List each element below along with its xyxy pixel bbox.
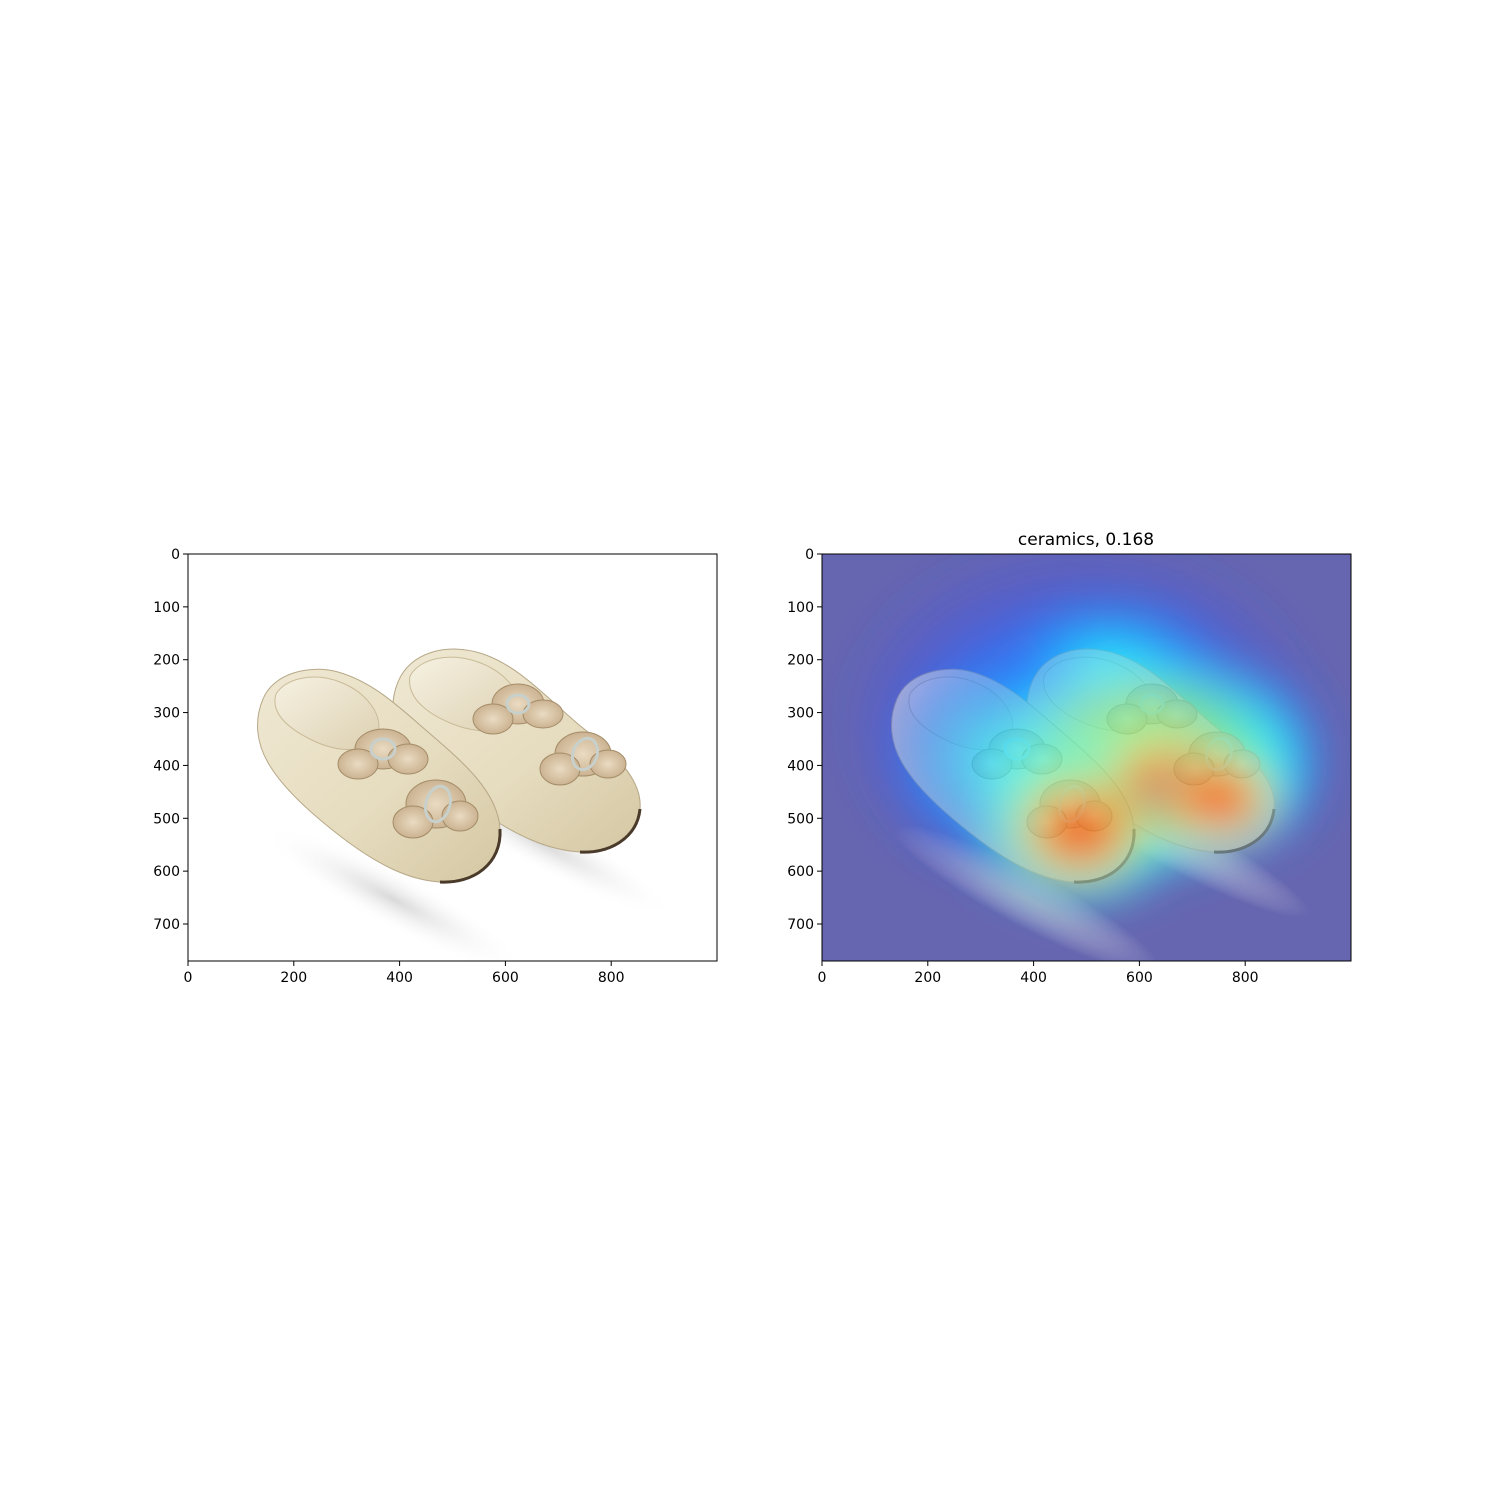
y-tick-label: 300 [787, 706, 814, 722]
x-tick-label: 0 [184, 970, 193, 986]
y-tick-label: 0 [805, 547, 814, 563]
y-axis: 0 100 200 300 400 500 600 700 [787, 547, 822, 933]
panel-title: ceramics, 0.168 [1018, 530, 1154, 550]
x-axis: 0 200 400 600 800 [184, 961, 625, 986]
y-tick-label: 500 [153, 811, 180, 827]
x-tick-label: 200 [914, 970, 941, 986]
panel-heatmap: 0 100 200 300 400 500 600 700 0 200 400 600 800 cer… [787, 530, 1352, 986]
y-tick-label: 0 [171, 547, 180, 563]
y-tick-label: 200 [153, 653, 180, 669]
x-tick-label: 800 [598, 970, 625, 986]
y-tick-label: 500 [787, 811, 814, 827]
x-tick-label: 800 [1232, 970, 1259, 986]
y-tick-label: 100 [787, 600, 814, 616]
y-tick-label: 700 [153, 917, 180, 933]
axes-frame [187, 553, 718, 962]
axes-frame [821, 553, 1352, 962]
heatmap-image [822, 554, 1351, 961]
y-tick-label: 400 [787, 758, 814, 774]
y-tick-label: 600 [787, 864, 814, 880]
original-image [188, 554, 717, 961]
x-tick-label: 0 [818, 970, 827, 986]
x-tick-label: 600 [492, 970, 519, 986]
y-axis: 0 100 200 300 400 500 600 700 [153, 547, 188, 933]
x-axis: 0 200 400 600 800 [818, 961, 1259, 986]
y-tick-label: 600 [153, 864, 180, 880]
y-tick-label: 200 [787, 653, 814, 669]
x-tick-label: 400 [386, 970, 413, 986]
y-tick-label: 100 [153, 600, 180, 616]
x-tick-label: 400 [1020, 970, 1047, 986]
x-tick-label: 200 [280, 970, 307, 986]
panel-original: 0 100 200 300 400 500 600 700 0 200 400 600 800 [153, 547, 718, 986]
y-tick-label: 400 [153, 758, 180, 774]
y-tick-label: 300 [153, 706, 180, 722]
y-tick-label: 700 [787, 917, 814, 933]
x-tick-label: 600 [1126, 970, 1153, 986]
